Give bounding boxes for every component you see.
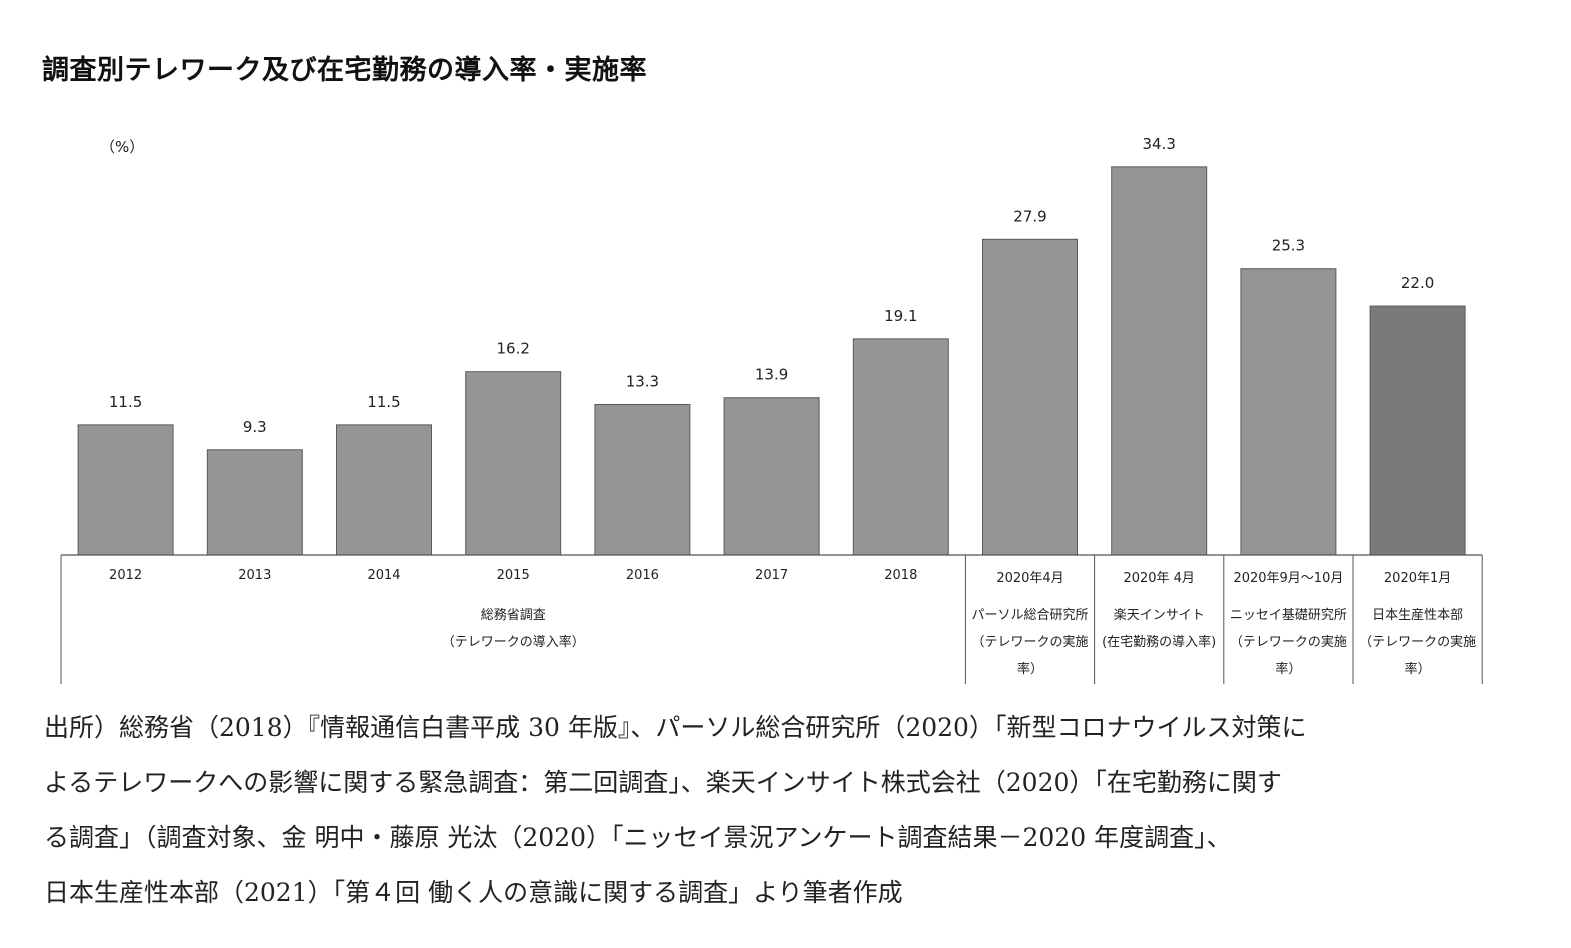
- group-label: 総務省調査: [481, 608, 546, 623]
- bar: [465, 371, 562, 556]
- group-label: （テレワークの実施: [971, 634, 1088, 650]
- data-label: 13.3: [626, 373, 659, 391]
- bar: [852, 338, 949, 556]
- data-label: 19.1: [884, 307, 917, 325]
- bar: [982, 238, 1078, 556]
- data-label: 13.9: [755, 366, 788, 384]
- bar: [336, 424, 432, 556]
- x-tick-label: 2020年 4月: [1123, 571, 1195, 586]
- y-unit-label: （%）: [100, 138, 144, 156]
- bar: [723, 397, 820, 556]
- group-label: 日本生産性本部: [1372, 607, 1463, 623]
- group-label: 率）: [1017, 661, 1043, 677]
- data-label: 25.3: [1272, 237, 1305, 255]
- group-label: （テレワークの実施: [1359, 634, 1476, 650]
- page-title: 調査別テレワーク及び在宅勤務の導入率・実施率: [42, 55, 647, 86]
- data-label: 27.9: [1013, 207, 1046, 225]
- group-label: 率）: [1405, 661, 1431, 677]
- data-label: 9.3: [243, 418, 267, 436]
- group-label: 率）: [1275, 661, 1301, 677]
- source-line-2: よるテレワークへの影響に関する緊急調査：第二回調査」、楽天インサイト株式会社（2…: [44, 768, 1282, 797]
- source-line-3: る調査」（調査対象、金 明中・藤原 光汰（2020）「ニッセイ景況アンケート調査…: [44, 823, 1232, 852]
- bar: [77, 424, 174, 556]
- x-tick-label: 2014: [367, 568, 400, 583]
- group-label: 楽天インサイト: [1114, 607, 1205, 623]
- x-tick-label: 2013: [238, 568, 271, 583]
- x-tick-label: 2016: [626, 568, 659, 583]
- data-label: 11.5: [109, 393, 142, 411]
- group-label: (在宅勤務の導入率): [1102, 634, 1216, 650]
- x-tick-label: 2020年9月～10月: [1233, 571, 1343, 586]
- group-label: （テレワークの導入率）: [442, 634, 585, 650]
- x-tick-label: 2020年4月: [996, 571, 1063, 586]
- group-label: ニッセイ基礎研究所: [1230, 608, 1347, 623]
- data-label: 34.3: [1142, 135, 1175, 153]
- bar: [1240, 268, 1337, 556]
- bar: [206, 449, 303, 556]
- group-label: （テレワークの実施: [1230, 634, 1347, 650]
- x-tick-label: 2020年1月: [1384, 571, 1451, 586]
- x-tick-label: 2018: [884, 568, 917, 583]
- data-label: 11.5: [367, 393, 400, 411]
- bar: [1369, 305, 1466, 556]
- x-tick-label: 2015: [497, 568, 530, 583]
- bar: [594, 404, 691, 556]
- source-line-1: 出所）総務省（2018）『情報通信白書平成 30 年版』、パーソル総合研究所（2…: [44, 713, 1307, 742]
- source-note: 出所）総務省（2018）『情報通信白書平成 30 年版』、パーソル総合研究所（2…: [44, 700, 1534, 920]
- source-line-4: 日本生産性本部（2021）「第４回 働く人の意識に関する調査」より筆者作成: [44, 878, 903, 907]
- data-label: 22.0: [1401, 274, 1434, 292]
- bar: [1111, 166, 1208, 556]
- data-label: 16.2: [496, 340, 529, 358]
- x-tick-label: 2012: [109, 568, 142, 583]
- group-label: パーソル総合研究所: [971, 608, 1088, 623]
- x-tick-label: 2017: [755, 568, 788, 583]
